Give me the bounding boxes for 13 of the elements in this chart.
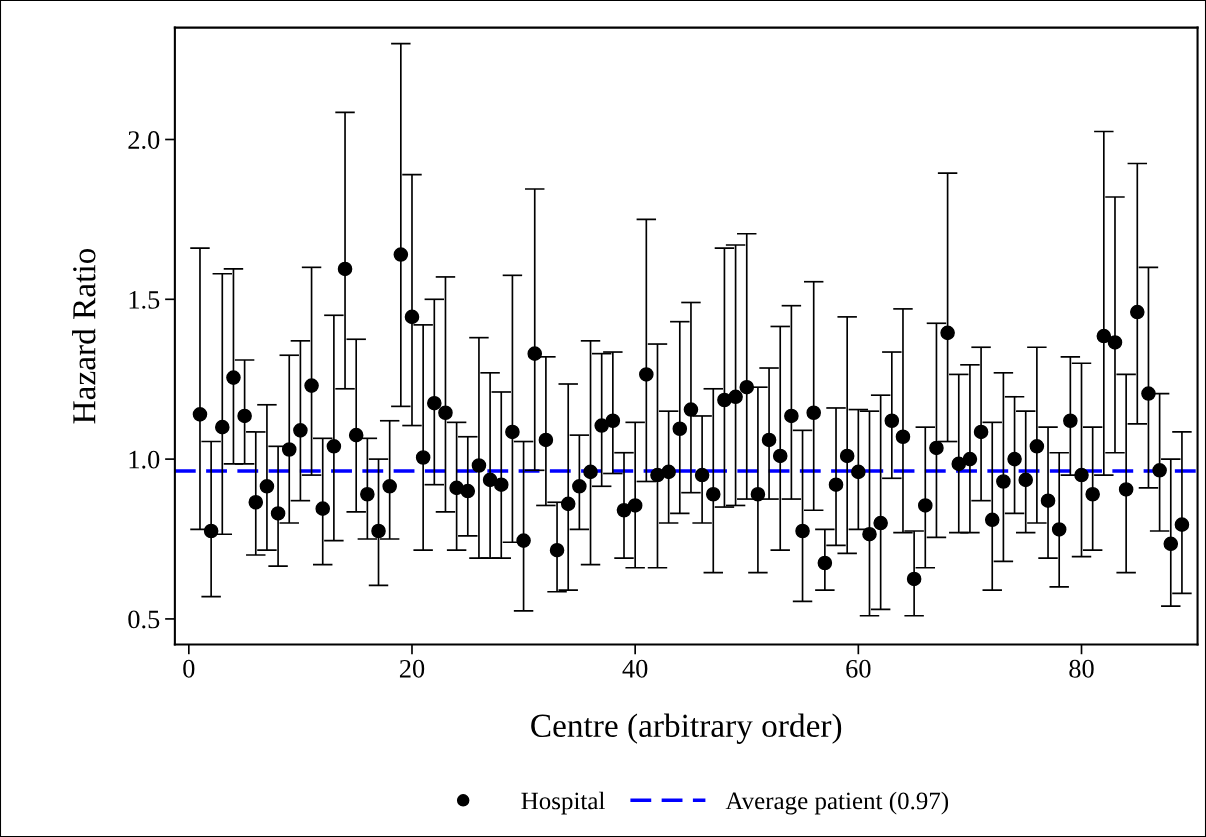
legend-label: Average patient (0.97) — [725, 791, 949, 815]
x-tick-label: 0 — [183, 659, 195, 678]
x-axis-title: Centre (arbitrary order) — [531, 713, 842, 744]
y-axis-title: Hazard Ratio — [72, 248, 96, 424]
y-tick-label: 1.5 — [129, 291, 160, 309]
x-tick-label: 20 — [399, 659, 425, 678]
y-tick-label: 1.0 — [129, 450, 160, 469]
y-tick-label: 0.5 — [128, 610, 160, 629]
y-tick-label: 2.0 — [128, 131, 160, 150]
x-tick-label: 60 — [846, 659, 871, 678]
legend-label: Hospital — [521, 791, 605, 815]
x-tick-label: 40 — [622, 659, 648, 678]
x-tick-label: 80 — [1069, 659, 1094, 678]
